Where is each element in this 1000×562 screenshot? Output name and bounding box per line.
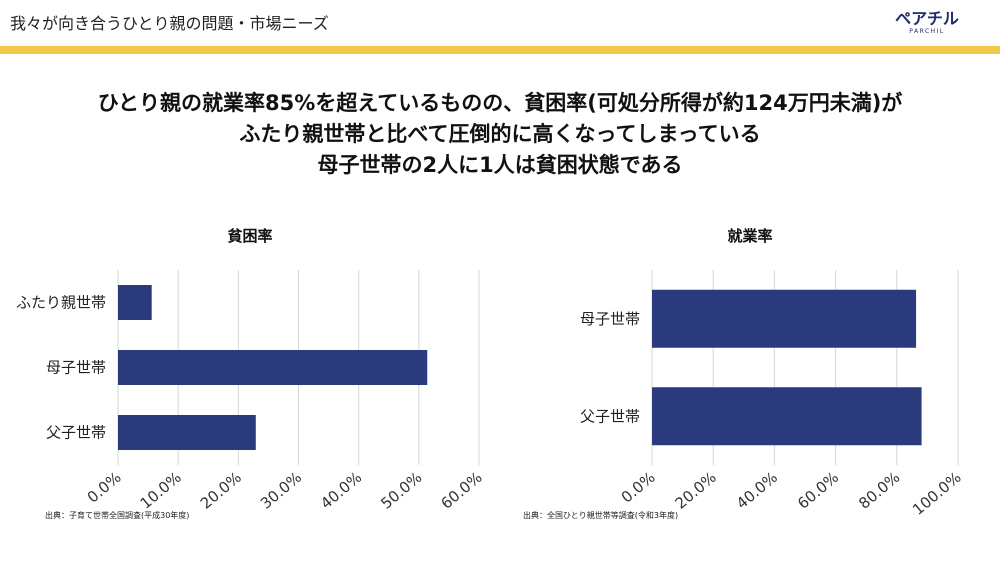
source-note: 出典：全国ひとり親世帯等調査(令和3年度): [523, 511, 679, 520]
poverty-rate-plot: 0.0% 10.0% 20.0% 30.0% 40.0% 50.0% 60.0% ふたり親世帯…: [16, 270, 486, 513]
bar: [652, 289, 917, 348]
logo-subtext: PARCHIL: [909, 28, 945, 35]
y-category-label: ふたり親世帯: [16, 294, 106, 312]
x-tick-label: 40.0%: [317, 468, 365, 512]
source-note: 出典：子育て世帯全国調査(平成30年度): [45, 511, 190, 520]
x-tick-label: 0.0%: [84, 468, 125, 506]
poverty-rate-chart: 貧困率 0.0% 10.0% 20.0% 30.0% 40.0% 50.0% 60.0% ふた…: [0, 215, 500, 535]
page-title: 我々が向き合うひとり親の問題・市場ニーズ: [10, 14, 329, 33]
bar: [118, 350, 428, 385]
y-category-label: 母子世帯: [46, 359, 106, 377]
svg-text:ペアチル: ペアチル: [895, 9, 959, 28]
y-category-label: 母子世帯: [580, 310, 640, 328]
brand-logo: ペアチル PARCHIL: [892, 8, 962, 40]
bar: [652, 387, 922, 446]
x-tick-label: 50.0%: [377, 468, 425, 512]
x-tick-label: 30.0%: [257, 468, 305, 512]
chart-title: 就業率: [727, 227, 773, 245]
x-tick-label: 0.0%: [618, 468, 659, 506]
headline-line-1: ひとり親の就業率85%を超えているものの、貧困率(可処分所得が約124万円未満)…: [97, 91, 903, 115]
chart-title: 貧困率: [227, 227, 273, 245]
x-tick-label: 20.0%: [672, 468, 720, 512]
headline-line-3: 母子世帯の2人に1人は貧困状態である: [317, 153, 683, 177]
x-tick-label: 100.0%: [909, 468, 964, 519]
bar: [118, 415, 256, 450]
accent-bar: [0, 46, 1000, 54]
bar: [118, 285, 152, 320]
parchil-logo-icon: ペアチル: [895, 9, 959, 28]
headline: ひとり親の就業率85%を超えているものの、貧困率(可処分所得が約124万円未満)…: [0, 88, 1000, 181]
x-tick-label: 60.0%: [437, 468, 485, 512]
x-tick-label: 20.0%: [197, 468, 245, 512]
y-category-label: 父子世帯: [46, 424, 106, 442]
x-tick-label: 80.0%: [855, 468, 903, 512]
x-tick-label: 10.0%: [137, 468, 185, 512]
headline-line-2: ふたり親世帯と比べて圧倒的に高くなってしまっている: [239, 122, 761, 146]
x-tick-label: 60.0%: [794, 468, 842, 512]
y-category-label: 父子世帯: [580, 407, 640, 425]
x-tick-label: 40.0%: [733, 468, 781, 512]
employment-rate-chart: 就業率 0.0% 20.0% 40.0% 60.0% 80.0% 100.0% 母子世帯父子…: [500, 215, 1000, 535]
header-bar: 我々が向き合うひとり親の問題・市場ニーズ ペアチル PARCHIL: [0, 0, 1000, 46]
